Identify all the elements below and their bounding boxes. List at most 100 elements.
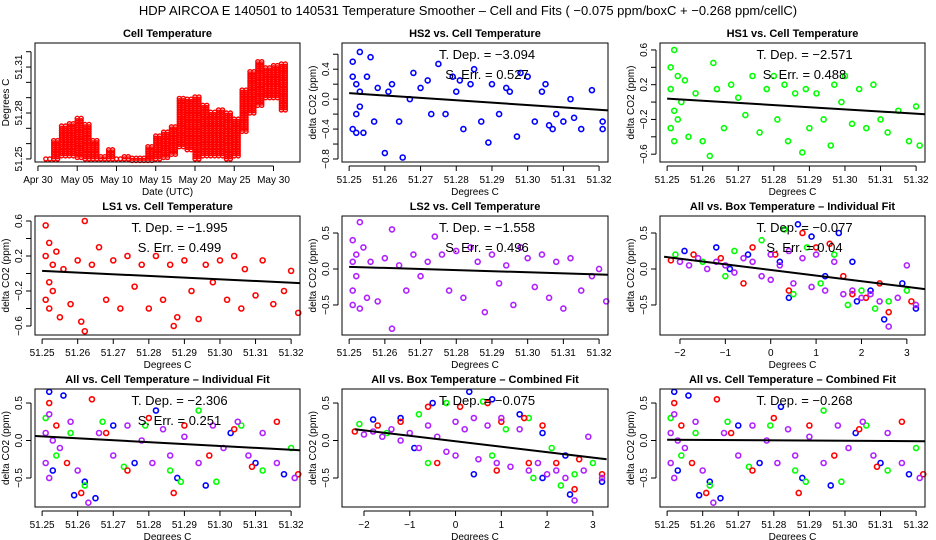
panel-2: HS2 vs. Cell Temperature 51.25 51.26 51.27 5… xyxy=(308,28,612,198)
x-tick-label: −1 xyxy=(404,520,416,531)
data-point xyxy=(867,290,874,298)
data-point xyxy=(427,110,435,118)
data-point xyxy=(710,499,717,507)
series-1 xyxy=(349,218,610,333)
data-point xyxy=(402,287,410,294)
data-point xyxy=(795,489,803,497)
data-point xyxy=(845,444,852,452)
data-point xyxy=(849,258,856,266)
series-1 xyxy=(45,388,288,502)
x-tick-label: 1 xyxy=(499,520,505,531)
data-point xyxy=(294,470,302,478)
data-point xyxy=(45,399,53,407)
data-point xyxy=(912,444,920,452)
data-point xyxy=(45,474,53,482)
data-point xyxy=(109,149,116,155)
data-point xyxy=(545,294,553,302)
data-point xyxy=(919,470,927,478)
data-point xyxy=(388,425,395,433)
y-axis-label: delta CO2 (ppm) xyxy=(626,411,637,485)
data-point xyxy=(484,399,491,407)
data-point xyxy=(598,470,606,478)
data-point xyxy=(674,116,682,123)
panel-title: HS2 vs. Cell Temperature xyxy=(409,28,541,40)
data-point xyxy=(667,124,674,132)
data-point xyxy=(410,69,417,77)
data-point xyxy=(727,81,735,88)
data-point xyxy=(681,77,689,84)
fit-line xyxy=(667,97,926,116)
data-point xyxy=(912,301,920,309)
data-point xyxy=(863,422,870,429)
data-point xyxy=(173,313,181,321)
standard-error-annotation: S. Err. = 0.251 xyxy=(138,413,221,428)
data-point xyxy=(360,244,367,251)
data-point xyxy=(870,452,877,459)
series-4 xyxy=(676,247,920,330)
data-point xyxy=(884,429,891,437)
data-point xyxy=(443,399,450,407)
plot-box xyxy=(659,42,926,163)
data-point xyxy=(525,467,533,474)
data-point xyxy=(195,459,202,467)
data-point xyxy=(287,267,295,275)
data-point xyxy=(667,64,674,71)
data-point xyxy=(678,422,685,429)
data-point xyxy=(209,278,217,286)
data-point xyxy=(204,102,210,109)
data-point xyxy=(388,226,396,233)
x-tick-label: 51.28 xyxy=(444,175,469,186)
data-point xyxy=(53,422,60,429)
data-point xyxy=(181,257,188,264)
data-point xyxy=(776,258,784,266)
data-point xyxy=(173,474,181,482)
data-point xyxy=(356,305,364,312)
data-point xyxy=(848,120,856,128)
data-point xyxy=(352,272,360,280)
y-tick-label: 0.2 xyxy=(639,77,650,91)
data-point xyxy=(360,431,368,438)
x-tick-label: 3 xyxy=(904,348,910,359)
data-point xyxy=(145,414,153,422)
x-axis-label: Degrees C xyxy=(451,532,499,540)
data-point xyxy=(802,85,810,93)
data-point xyxy=(806,422,813,429)
data-point xyxy=(67,300,74,308)
data-point xyxy=(181,433,188,441)
data-point xyxy=(280,287,288,295)
data-point xyxy=(781,81,788,88)
standard-error-annotation: S. Err. = 0.527 xyxy=(445,67,528,82)
data-point xyxy=(170,322,178,330)
data-point xyxy=(195,407,202,414)
series-2 xyxy=(42,407,295,489)
standard-error-annotation: S. Err. = 0.496 xyxy=(445,240,528,255)
data-point xyxy=(282,61,289,67)
y-tick-label: −0.2 xyxy=(639,109,650,129)
data-point xyxy=(602,298,610,305)
data-point xyxy=(259,61,265,67)
x-tick-label: 51.32 xyxy=(587,175,612,186)
temperature-dependence-annotation: T. Dep. = −1.558 xyxy=(439,220,535,235)
x-tick-label: 51.27 xyxy=(101,348,126,359)
data-point xyxy=(502,425,510,433)
data-point xyxy=(141,422,149,429)
data-point xyxy=(367,53,374,61)
data-point xyxy=(525,459,533,467)
data-point xyxy=(539,422,546,429)
data-point xyxy=(703,265,711,273)
data-point xyxy=(502,262,510,269)
standard-error-annotation: S. Err. = 0.488 xyxy=(763,67,846,82)
data-point xyxy=(152,407,160,414)
data-point xyxy=(356,48,364,56)
data-point xyxy=(388,325,396,333)
panel-title: All vs. Box Temperature – Combined Fit xyxy=(371,374,579,386)
data-point xyxy=(204,104,210,111)
x-tick-label: 0 xyxy=(453,520,459,531)
data-point xyxy=(252,292,259,299)
data-point xyxy=(388,80,396,88)
data-point xyxy=(681,247,688,255)
panel-title: HS1 vs. Cell Temperature xyxy=(727,28,859,40)
data-point xyxy=(903,287,911,294)
series-2 xyxy=(356,398,597,489)
x-tick-label: 51.27 xyxy=(726,520,751,531)
